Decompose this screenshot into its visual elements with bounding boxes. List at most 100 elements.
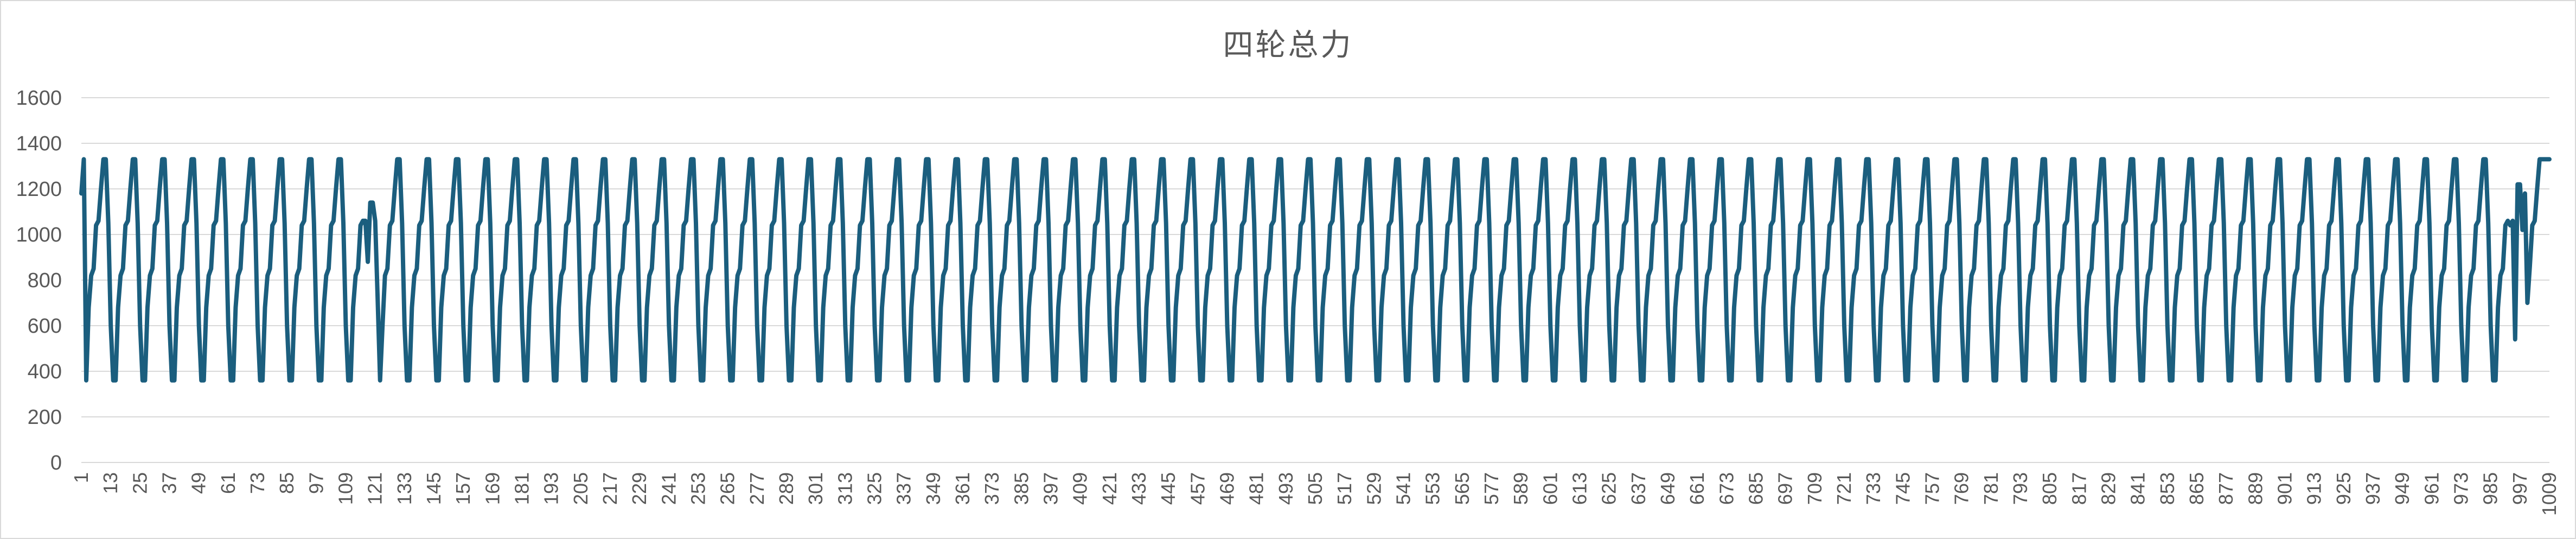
x-tick-label: 325	[864, 472, 886, 505]
x-tick-label: 421	[1098, 472, 1121, 505]
x-tick-label: 505	[1304, 472, 1326, 505]
x-tick-label: 793	[2009, 472, 2031, 505]
y-tick-label: 1000	[16, 224, 62, 246]
x-tick-label: 913	[2303, 472, 2325, 505]
x-tick-label: 169	[481, 472, 503, 505]
y-tick-label: 800	[28, 269, 62, 292]
x-tick-label: 865	[2185, 472, 2208, 505]
x-tick-label: 265	[717, 472, 739, 505]
x-tick-label: 661	[1686, 472, 1708, 505]
x-tick-label: 469	[1216, 472, 1238, 505]
x-tick-label: 625	[1598, 472, 1620, 505]
x-tick-label: 217	[599, 472, 621, 505]
x-tick-label: 973	[2450, 472, 2472, 505]
x-tick-label: 277	[746, 472, 768, 505]
x-tick-label: 685	[1745, 472, 1767, 505]
y-tick-label: 0	[50, 452, 62, 474]
chart-title: 四轮总力	[1223, 28, 1353, 63]
x-tick-label: 445	[1157, 472, 1179, 505]
x-tick-label: 985	[2479, 472, 2502, 505]
x-tick-label: 253	[687, 472, 709, 505]
x-tick-label: 385	[1010, 472, 1032, 505]
x-tick-label: 457	[1186, 472, 1209, 505]
x-tick-label: 553	[1422, 472, 1444, 505]
series-line	[79, 157, 2552, 383]
x-tick-label: 493	[1275, 472, 1297, 505]
x-tick-label: 745	[1891, 472, 1914, 505]
x-tick-label: 601	[1539, 472, 1561, 505]
x-tick-label: 349	[922, 472, 944, 505]
x-tick-label: 241	[657, 472, 680, 505]
x-tick-label: 805	[2038, 472, 2061, 505]
x-tick-label: 529	[1363, 472, 1385, 505]
y-tick-label: 1600	[16, 87, 62, 110]
x-tick-label: 97	[305, 472, 327, 494]
x-tick-label: 313	[834, 472, 856, 505]
x-tick-label: 541	[1392, 472, 1415, 505]
x-tick-label: 121	[364, 472, 386, 505]
y-axis-ticks: 0 200 400 600 800 1000 1200 1400 1600	[16, 87, 62, 474]
x-tick-label: 817	[2068, 472, 2090, 505]
x-tick-label: 589	[1510, 472, 1532, 505]
x-tick-label: 193	[540, 472, 562, 505]
x-tick-label: 733	[1862, 472, 1884, 505]
x-tick-label: 205	[570, 472, 592, 505]
y-tick-label: 1200	[16, 178, 62, 201]
x-tick-label: 289	[775, 472, 797, 505]
x-tick-label: 157	[452, 472, 474, 505]
x-axis-ticks: 1 13 25 37 49 61 73 85 97 109 121 133 145 157 169 181 19…	[70, 472, 2560, 516]
x-tick-label: 697	[1774, 472, 1797, 505]
x-tick-label: 637	[1627, 472, 1650, 505]
x-tick-label: 409	[1069, 472, 1091, 505]
x-tick-label: 73	[246, 472, 269, 494]
x-tick-label: 877	[2215, 472, 2237, 505]
x-tick-label: 181	[511, 472, 533, 505]
x-tick-label: 361	[951, 472, 974, 505]
x-tick-label: 613	[1569, 472, 1591, 505]
x-tick-label: 481	[1245, 472, 1268, 505]
x-tick-label: 517	[1333, 472, 1356, 505]
x-tick-label: 229	[628, 472, 650, 505]
y-tick-label: 400	[28, 360, 62, 383]
x-tick-label: 565	[1451, 472, 1473, 505]
x-tick-label: 25	[129, 472, 151, 494]
x-tick-label: 781	[1980, 472, 2002, 505]
x-tick-label: 757	[1921, 472, 1944, 505]
x-tick-label: 721	[1833, 472, 1855, 505]
x-tick-label: 829	[2098, 472, 2120, 505]
x-tick-label: 133	[393, 472, 416, 505]
y-tick-label: 200	[28, 406, 62, 429]
x-tick-label: 85	[276, 472, 298, 494]
x-tick-label: 61	[217, 472, 239, 494]
x-tick-label: 145	[423, 472, 445, 505]
x-tick-label: 949	[2391, 472, 2413, 505]
x-tick-label: 433	[1128, 472, 1150, 505]
x-tick-label: 373	[981, 472, 1003, 505]
x-tick-label: 49	[188, 472, 210, 494]
x-tick-label: 901	[2274, 472, 2296, 505]
x-tick-label: 649	[1657, 472, 1679, 505]
x-tick-label: 889	[2244, 472, 2266, 505]
x-tick-label: 1009	[2538, 472, 2560, 516]
y-tick-label: 1400	[16, 132, 62, 155]
x-tick-label: 937	[2362, 472, 2384, 505]
y-tick-label: 600	[28, 315, 62, 338]
x-tick-label: 1	[70, 472, 92, 483]
series-line-group	[79, 157, 2552, 383]
x-tick-label: 577	[1480, 472, 1503, 505]
x-tick-label: 673	[1715, 472, 1737, 505]
x-tick-label: 709	[1804, 472, 1826, 505]
x-tick-label: 853	[2156, 472, 2178, 505]
x-tick-label: 961	[2420, 472, 2443, 505]
x-tick-label: 997	[2509, 472, 2531, 505]
x-tick-label: 109	[335, 472, 357, 505]
x-tick-label: 301	[804, 472, 827, 505]
x-tick-label: 13	[99, 472, 122, 494]
x-tick-label: 841	[2127, 472, 2149, 505]
x-tick-label: 769	[1951, 472, 1973, 505]
x-tick-label: 337	[893, 472, 915, 505]
x-tick-label: 37	[158, 472, 181, 494]
x-tick-label: 925	[2332, 472, 2355, 505]
